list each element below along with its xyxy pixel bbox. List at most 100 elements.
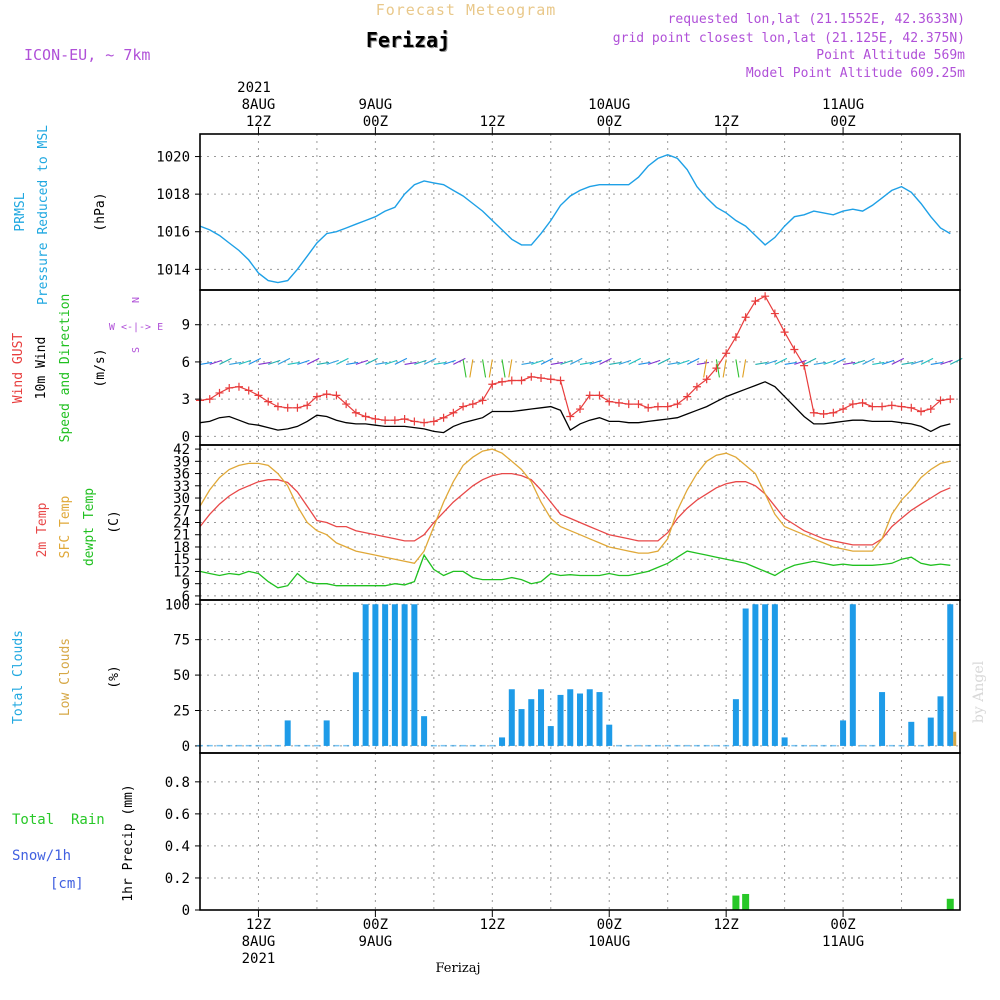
wind-gust-marker xyxy=(712,364,721,373)
wind-direction-arrow xyxy=(469,359,474,378)
total-cloud-bar xyxy=(304,744,311,747)
wind-label-10m: 10m Wind xyxy=(34,337,49,400)
panel-frame xyxy=(199,289,961,446)
bottom-time-label: 00Z xyxy=(363,917,388,933)
wind-direction-arrow xyxy=(531,359,544,365)
wind-direction-arrow xyxy=(570,357,583,365)
wind-direction-arrow xyxy=(414,359,427,365)
total-cloud-bar xyxy=(362,604,369,746)
wind-direction-arrow xyxy=(784,361,797,365)
cloud-label-total: Total Clouds xyxy=(11,630,26,724)
wind-direction-arrow xyxy=(462,359,467,378)
wind-direction-arrow xyxy=(199,361,213,365)
wind-gust-marker xyxy=(780,328,789,337)
wind-direction-arrow xyxy=(930,361,943,365)
wind-gust-marker xyxy=(887,401,896,410)
wind-direction-arrows xyxy=(199,357,963,378)
pressure-label-prmsl: PRMSL xyxy=(13,192,28,231)
wind-direction-arrow xyxy=(277,357,291,365)
top-time-label: 12Z xyxy=(246,114,271,130)
y-tick-label: 42 xyxy=(173,442,190,458)
precip-legend-snow: Snow/1h xyxy=(12,848,71,864)
wind-direction-arrow xyxy=(258,361,271,365)
total-cloud-bar xyxy=(908,721,915,746)
wind-gust-marker xyxy=(410,417,419,426)
wind-label-speed-dir: Speed and Direction xyxy=(58,294,73,443)
total-cloud-bar xyxy=(206,744,213,747)
wind-gust-marker xyxy=(751,297,760,306)
temperature-axis-labels: 2m Temp SFC Temp dewpt Temp (C) xyxy=(35,488,122,566)
wind-direction-arrow xyxy=(940,359,953,365)
total-cloud-bar xyxy=(382,604,389,746)
wind-gust-marker xyxy=(722,349,731,358)
wind-gust-marker xyxy=(537,374,546,383)
grid-point-coords: grid point closest lon,lat (21.125E, 42.… xyxy=(613,31,965,46)
wind-gust-marker xyxy=(527,372,536,381)
rain-bar xyxy=(946,898,954,910)
wind-gust-marker xyxy=(770,309,779,318)
y-tick-label: 6 xyxy=(182,355,190,371)
wind-direction-arrow xyxy=(872,361,885,365)
wind-gust-marker xyxy=(420,418,429,427)
wind-axis-labels: Wind GUST 10m Wind Speed and Direction (… xyxy=(11,294,163,443)
bottom-time-label: 9AUG xyxy=(359,934,393,950)
total-cloud-bar xyxy=(654,744,661,747)
cloud-bars xyxy=(197,604,957,747)
wind-direction-arrow xyxy=(862,357,875,365)
wind-direction-arrow xyxy=(715,359,720,378)
wind-direction-arrow xyxy=(599,357,612,365)
wind-direction-arrow xyxy=(229,361,242,365)
wind-direction-arrow xyxy=(638,361,651,365)
y-tick-label: 25 xyxy=(173,704,190,720)
wind-direction-arrow xyxy=(365,357,378,365)
bottom-time-label: 12Z xyxy=(714,917,739,933)
wind-gust-marker xyxy=(576,405,584,414)
wind-gust-marker xyxy=(546,375,555,384)
total-cloud-bar xyxy=(538,689,545,746)
wind-gust-marker xyxy=(381,416,390,425)
total-cloud-bar xyxy=(771,604,778,746)
wind-direction-arrow xyxy=(336,357,349,365)
total-cloud-bar xyxy=(801,744,808,747)
bottom-time-label: 10AUG xyxy=(588,934,630,950)
wind-gust-marker xyxy=(215,388,224,397)
total-cloud-bar xyxy=(859,744,866,747)
total-cloud-bar xyxy=(216,744,223,747)
wind-direction-arrow xyxy=(901,361,914,365)
total-cloud-bar xyxy=(635,744,642,747)
wind-gust-marker xyxy=(897,402,906,411)
y-tick-label: 0 xyxy=(182,429,190,445)
total-cloud-bar xyxy=(606,724,613,746)
total-cloud-bar xyxy=(440,744,447,747)
wind-direction-arrow xyxy=(560,359,573,365)
cloud-label-low: Low Clouds xyxy=(58,638,73,716)
wind-gust-marker xyxy=(225,383,234,392)
wind-direction-arrow xyxy=(774,357,788,365)
y-tick-label: 75 xyxy=(173,633,190,649)
top-time-label: 12Z xyxy=(480,114,505,130)
wind-gust-marker xyxy=(819,410,828,418)
wind-direction-arrow xyxy=(501,359,506,378)
wind-direction-arrow xyxy=(842,361,856,365)
wind-direction-arrow xyxy=(803,357,817,365)
wind-gust-marker xyxy=(361,412,370,421)
precip-bars xyxy=(200,893,960,911)
wind-gust-marker xyxy=(312,392,321,401)
wind-direction-arrow xyxy=(881,359,895,365)
total-cloud-bar xyxy=(947,604,954,746)
bottom-time-label: 12Z xyxy=(480,917,505,933)
wind-direction-arrow xyxy=(891,357,905,365)
y-tick-label: 27 xyxy=(173,503,190,519)
wind-direction-arrow xyxy=(346,361,359,365)
wind-gust-marker xyxy=(468,400,477,409)
wind-gust-marker xyxy=(829,408,838,417)
y-tick-label: 50 xyxy=(173,668,190,684)
wind-direction-arrow xyxy=(911,359,924,365)
bottom-time-label: 8AUG xyxy=(242,934,276,950)
top-year-label: 2021 xyxy=(237,80,271,96)
wind-gust-marker xyxy=(605,397,614,406)
precip-legend-rain: Total Rain xyxy=(12,812,105,828)
wind-direction-arrow xyxy=(268,359,281,365)
wind-gust-marker xyxy=(936,396,945,405)
wind-gust-marker xyxy=(731,333,740,342)
